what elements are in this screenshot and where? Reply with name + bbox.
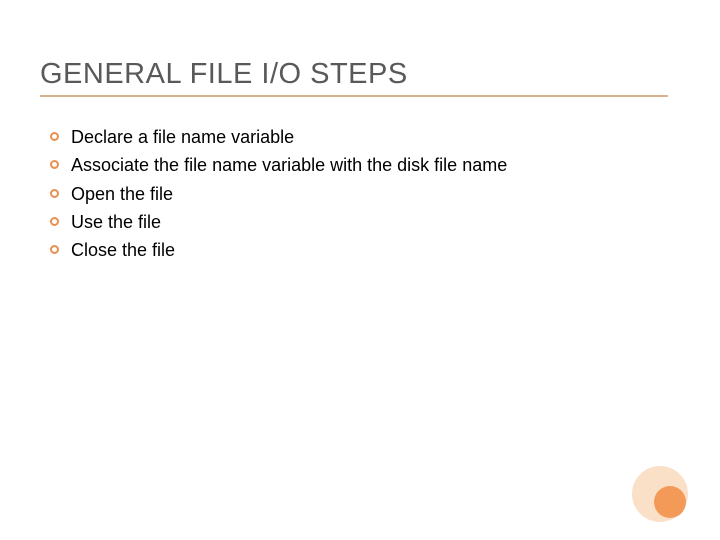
list-item: Close the file: [50, 238, 680, 262]
list-item: Open the file: [50, 182, 680, 206]
bullet-icon: [50, 217, 59, 226]
bullet-icon: [50, 160, 59, 169]
list-item: Declare a file name variable: [50, 125, 680, 149]
list-item-text: Use the file: [71, 210, 161, 234]
list-item: Use the file: [50, 210, 680, 234]
bullet-icon: [50, 189, 59, 198]
slide-container: GENERAL FILE I/O STEPS Declare a file na…: [0, 0, 720, 540]
list-item-text: Open the file: [71, 182, 173, 206]
list-item: Associate the file name variable with th…: [50, 153, 680, 177]
content-list: Declare a file name variable Associate t…: [40, 125, 680, 262]
list-item-text: Close the file: [71, 238, 175, 262]
bullet-icon: [50, 245, 59, 254]
list-item-text: Declare a file name variable: [71, 125, 294, 149]
title-underline: [40, 95, 668, 97]
bullet-icon: [50, 132, 59, 141]
list-item-text: Associate the file name variable with th…: [71, 153, 507, 177]
decor-circle-small: [654, 486, 686, 518]
corner-decoration: [628, 462, 688, 522]
slide-title: GENERAL FILE I/O STEPS: [40, 58, 408, 91]
